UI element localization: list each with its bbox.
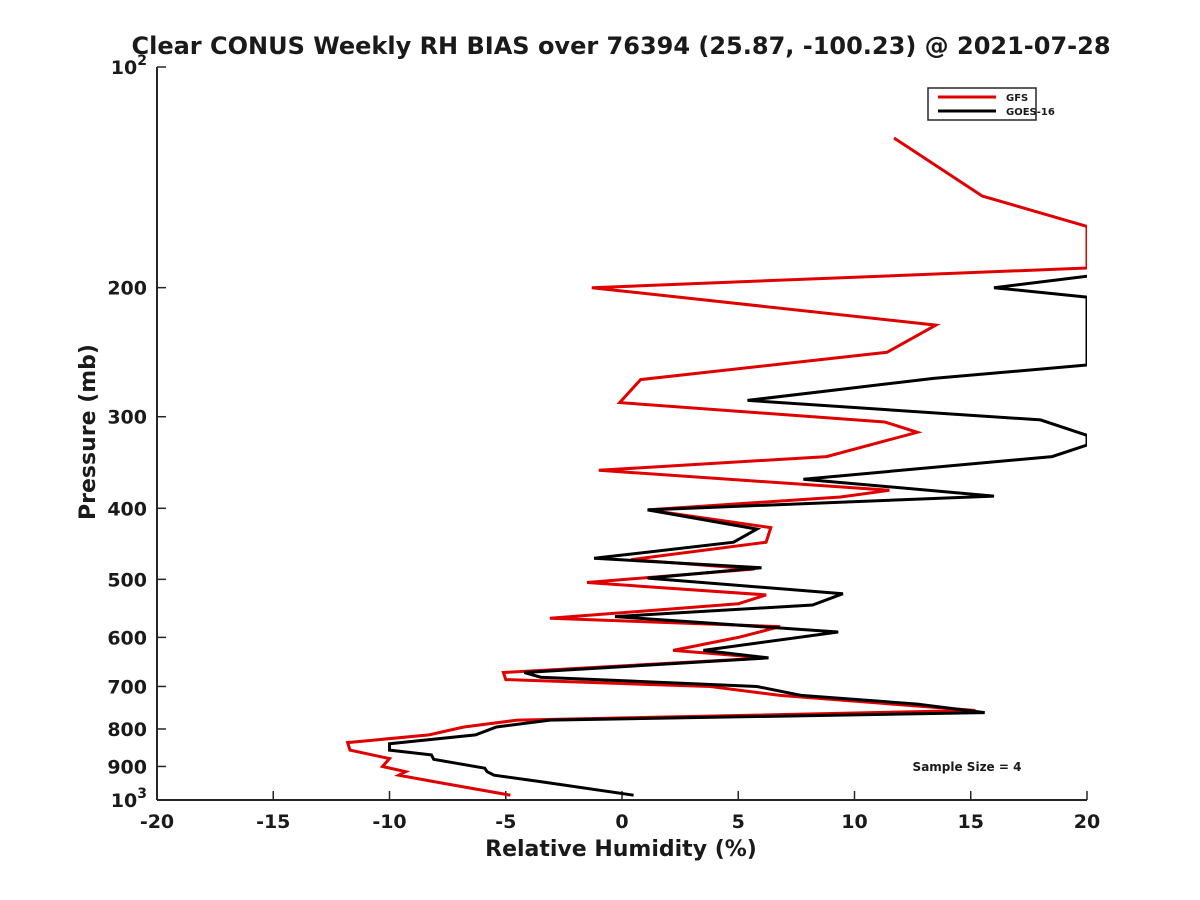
legend: GFS GOES-16 xyxy=(927,87,1055,121)
y-tick-label: 500 xyxy=(107,569,147,591)
x-tick-label: 10 xyxy=(841,811,867,833)
legend-label-goes-16: GOES-16 xyxy=(1006,107,1055,118)
legend-label-gfs: GFS xyxy=(1006,93,1028,104)
series-line-gfs xyxy=(345,136,1087,797)
x-tick-label: -10 xyxy=(372,811,406,833)
x-axis-label: Relative Humidity (%) xyxy=(485,837,757,862)
y-tick-label: 102 xyxy=(111,53,147,79)
x-tick-label: -15 xyxy=(256,811,290,833)
y-tick-label: 200 xyxy=(107,278,147,300)
series-lines xyxy=(345,136,1087,797)
y-axis-label: Pressure (mb) xyxy=(76,344,101,520)
axes xyxy=(156,67,1087,801)
chart-title: Clear CONUS Weekly RH BIAS over 76394 (2… xyxy=(131,32,1110,60)
x-tick-label: 5 xyxy=(732,811,745,833)
y-tick-label: 900 xyxy=(107,756,147,778)
x-tick-label: 20 xyxy=(1074,811,1100,833)
y-tick-label: 800 xyxy=(107,719,147,741)
axis-ticks: -20 -15 -10 -5 0 5 10 15 20 102 200 300 400 500 600 700… xyxy=(107,53,1100,833)
x-tick-label: -5 xyxy=(495,811,516,833)
legend-box xyxy=(927,87,1037,121)
series-line-goes-16 xyxy=(388,274,1087,797)
sample-size-annotation: Sample Size = 4 xyxy=(913,760,1022,774)
x-tick-label: 0 xyxy=(615,811,628,833)
x-tick-label: -20 xyxy=(140,811,174,833)
y-tick-label: 700 xyxy=(107,676,147,698)
y-tick-label: 600 xyxy=(107,627,147,649)
y-tick-label: 300 xyxy=(107,407,147,429)
y-tick-label: 400 xyxy=(107,498,147,520)
y-tick-label: 103 xyxy=(111,786,147,812)
x-tick-label: 15 xyxy=(958,811,984,833)
